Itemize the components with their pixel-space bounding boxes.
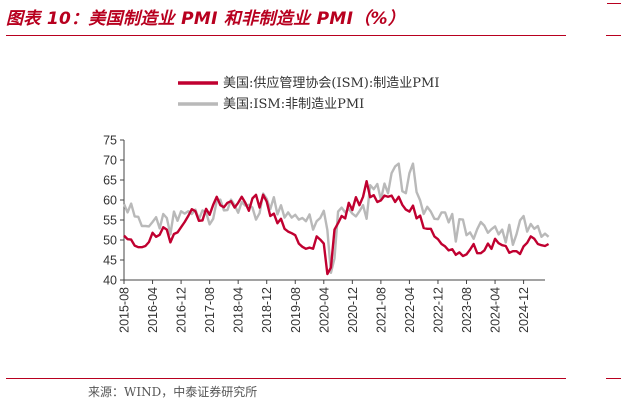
footer-edge-divider [606, 378, 621, 379]
chart-legend: 美国:供应管理协会(ISM):制造业PMI 美国:ISM:非制造业PMI [178, 75, 439, 112]
legend-label-nonmanufacturing: 美国:ISM:非制造业PMI [223, 97, 364, 112]
y-tick-label: 70 [103, 154, 117, 168]
source-note: 来源：WIND，中泰证券研究所 [88, 385, 258, 399]
x-tick-label: 2022-04 [403, 287, 417, 333]
x-tick-label: 2023-08 [460, 287, 474, 333]
x-tick-label: 2024-04 [489, 287, 503, 333]
x-tick-label: 2017-08 [203, 287, 217, 333]
series-group [122, 162, 550, 276]
figure-title: 图表 10：美国制造业 PMI 和非制造业 PMI（%） [6, 9, 406, 29]
y-tick-label: 65 [103, 174, 117, 188]
edge-divider [606, 35, 621, 36]
y-tick-label: 50 [103, 234, 117, 248]
x-tick-label: 2020-04 [317, 287, 331, 333]
title-divider [6, 35, 566, 36]
x-tick-group: 2015-08 2016-04 2016-12 2017-08 2018-04 2018-… [118, 280, 531, 333]
x-tick-label: 2016-04 [146, 287, 160, 333]
x-tick-label: 2021-08 [374, 287, 388, 333]
edge-top-divider [607, 3, 621, 4]
x-tick-label: 2019-08 [289, 287, 303, 333]
y-tick-label: 75 [103, 134, 117, 148]
x-tick-label: 2020-12 [346, 287, 360, 333]
y-tick-label: 60 [103, 194, 117, 208]
footer-divider [6, 378, 566, 379]
x-tick-label: 2018-12 [260, 287, 274, 333]
x-tick-label: 2022-12 [431, 287, 445, 333]
y-tick-label: 40 [103, 274, 117, 288]
x-tick-label: 2018-04 [232, 287, 246, 333]
x-tick-label: 2024-12 [517, 287, 531, 333]
legend-label-manufacturing: 美国:供应管理协会(ISM):制造业PMI [223, 75, 439, 91]
series-line-manufacturing [123, 179, 550, 276]
y-tick-label: 45 [103, 254, 117, 268]
y-tick-label: 55 [103, 214, 117, 228]
x-tick-label: 2015-08 [118, 287, 132, 333]
x-tick-label: 2016-12 [175, 287, 189, 333]
y-tick-group: 40 45 50 55 60 65 70 75 [103, 134, 124, 288]
